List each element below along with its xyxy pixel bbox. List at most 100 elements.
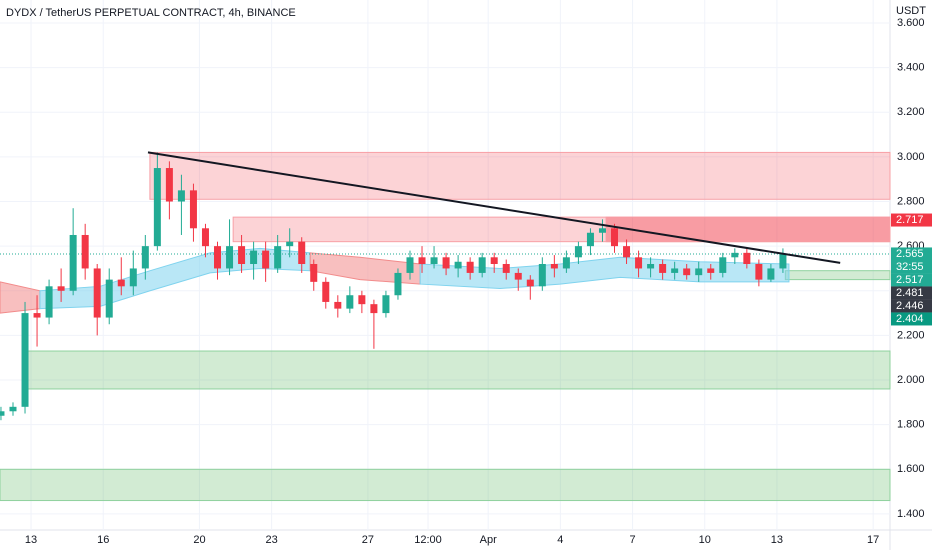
price-label: 2.717 xyxy=(896,214,924,226)
x-tick-label: Apr xyxy=(480,534,497,546)
candle-body xyxy=(767,268,775,280)
y-tick-label: 2.200 xyxy=(897,329,925,341)
price-label-box xyxy=(891,286,932,300)
candle-body xyxy=(310,263,318,282)
price-label: 2.404 xyxy=(896,313,924,325)
candle-body xyxy=(394,272,402,296)
price-label: 2.565 xyxy=(896,248,924,260)
candle-body xyxy=(514,272,522,280)
candle-body xyxy=(659,263,667,273)
candle-body xyxy=(153,168,161,247)
candle-body xyxy=(286,241,294,247)
price-label-box xyxy=(891,299,932,313)
candle-body xyxy=(177,190,185,202)
candle-body xyxy=(406,257,414,273)
candle-body xyxy=(743,252,751,264)
candle-body xyxy=(695,268,703,276)
candle-body xyxy=(466,261,474,273)
candle-body xyxy=(226,246,234,269)
price-label-box xyxy=(891,312,932,326)
y-tick-label: 3.600 xyxy=(897,17,925,29)
price-label: 2.517 xyxy=(896,274,924,286)
candle-body xyxy=(274,246,282,269)
x-tick-label: 4 xyxy=(557,534,563,546)
candle-body xyxy=(201,228,209,247)
zone xyxy=(232,216,891,243)
candle-body xyxy=(165,168,173,202)
candle-body xyxy=(707,268,715,273)
price-label-box xyxy=(891,213,932,227)
x-tick-label: 7 xyxy=(629,534,635,546)
candle-body xyxy=(250,250,258,264)
zone xyxy=(149,151,891,200)
x-tick-label: 17 xyxy=(867,534,879,546)
candle-body xyxy=(57,286,65,291)
candle-body xyxy=(117,279,125,287)
candle-body xyxy=(262,250,270,269)
zone xyxy=(784,270,891,281)
candle-body xyxy=(478,257,486,273)
price-label: 2.481 xyxy=(896,287,924,299)
candle-body xyxy=(635,257,643,269)
x-tick-label: 27 xyxy=(362,534,374,546)
candle-body xyxy=(129,268,137,287)
candle-body xyxy=(647,263,655,269)
trendline xyxy=(147,151,841,264)
candle-body xyxy=(611,228,619,247)
x-tick-label: 12:00 xyxy=(414,534,442,546)
candle-body xyxy=(189,190,197,229)
plot xyxy=(0,0,891,530)
x-tick-label: 13 xyxy=(771,534,783,546)
candle-body xyxy=(21,313,29,407)
price-label-box xyxy=(891,273,932,287)
candle-body xyxy=(238,246,246,264)
x-tick-label: 10 xyxy=(699,534,711,546)
candle-body xyxy=(779,253,787,269)
x-tick-label: 13 xyxy=(25,534,37,546)
y-tick-label: 3.400 xyxy=(897,62,925,74)
candle-body xyxy=(586,232,594,247)
candle-body xyxy=(755,263,763,280)
y-tick-label: 3.200 xyxy=(897,106,925,118)
candle-body xyxy=(598,228,606,233)
chart-title: DYDX / TetherUS PERPETUAL CONTRACT, 4h, … xyxy=(6,7,296,19)
candle-body xyxy=(370,304,378,314)
candle-body xyxy=(731,252,739,258)
candle-body xyxy=(0,411,5,416)
countdown: 32:55 xyxy=(896,261,924,273)
candle-body xyxy=(346,295,354,309)
candle-body xyxy=(81,234,89,269)
candle-body xyxy=(105,279,113,318)
y-tick-label: 3.000 xyxy=(897,151,925,163)
candle-body xyxy=(454,261,462,269)
candle-body xyxy=(502,263,510,273)
axis-unit: USDT xyxy=(896,5,926,17)
candle-body xyxy=(382,295,390,314)
candle-body xyxy=(334,301,342,309)
candle-body xyxy=(442,257,450,269)
y-tick-label: 1.800 xyxy=(897,419,925,431)
candle-body xyxy=(322,281,330,302)
x-tick-label: 20 xyxy=(193,534,205,546)
candle-body xyxy=(623,246,631,258)
candle-body xyxy=(69,234,77,291)
zone xyxy=(24,350,891,390)
y-tick-label: 1.600 xyxy=(897,463,925,475)
price-label-box xyxy=(891,247,932,274)
candle-body xyxy=(671,268,679,273)
candle-body xyxy=(358,295,366,305)
zone xyxy=(605,216,891,243)
candle-body xyxy=(550,263,558,269)
candle-body xyxy=(45,286,53,318)
candle-body xyxy=(490,257,498,264)
candle-body xyxy=(719,257,727,273)
ma-band xyxy=(419,256,790,290)
candle-body xyxy=(298,241,306,264)
candle-body xyxy=(418,257,426,264)
y-tick-label: 2.000 xyxy=(897,374,925,386)
candle-body xyxy=(9,406,17,412)
x-tick-label: 16 xyxy=(97,534,109,546)
candle-body xyxy=(430,257,438,264)
candle-body xyxy=(93,268,101,318)
